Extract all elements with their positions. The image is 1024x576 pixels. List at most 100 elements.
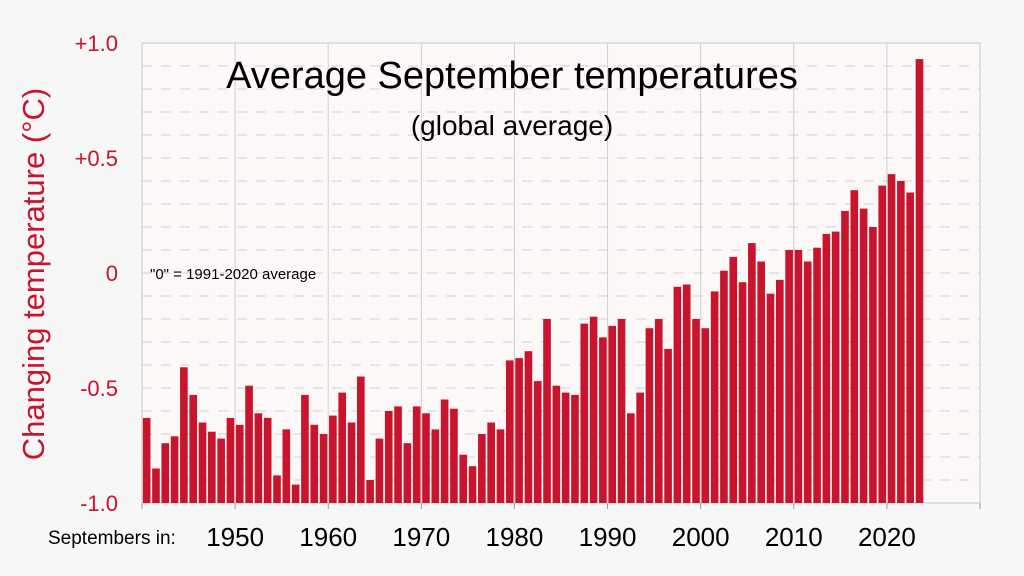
bar-2003 — [729, 256, 738, 503]
bar-1947 — [208, 431, 216, 503]
bar-1955 — [282, 429, 291, 503]
x-tick-label: 2020 — [858, 522, 916, 552]
bar-1999 — [692, 319, 700, 503]
bar-1948 — [217, 438, 225, 503]
bar-1954 — [273, 475, 281, 503]
bar-1961 — [338, 392, 347, 503]
bar-2010 — [794, 250, 803, 503]
bar-1975 — [468, 466, 477, 503]
chart-subtitle: (global average) — [411, 110, 613, 141]
bar-1988 — [589, 316, 598, 503]
bar-2006 — [757, 261, 766, 503]
bar-1953 — [263, 417, 272, 503]
bar-1964 — [366, 480, 374, 503]
baseline-annotation: "0" = 1991-2020 average — [150, 266, 316, 283]
bar-1982 — [533, 381, 542, 503]
bar-1972 — [440, 399, 449, 503]
y-tick-label: +0.5 — [75, 146, 118, 171]
bar-1941 — [152, 468, 160, 503]
bar-2015 — [841, 210, 849, 503]
bar-2018 — [869, 227, 877, 503]
bar-1946 — [198, 422, 207, 503]
bar-1990 — [608, 325, 617, 503]
bar-1944 — [180, 367, 188, 503]
bar-1959 — [319, 434, 328, 503]
x-tick-label: 1960 — [299, 522, 357, 552]
bar-1977 — [487, 422, 495, 503]
x-axis-ticks: 1950 1960 1970 1980 1990 2000 2010 2020 — [141, 503, 981, 552]
bar-1952 — [254, 413, 263, 503]
bar-1980 — [515, 358, 523, 503]
bar-2016 — [850, 190, 859, 503]
x-tick-label: 1980 — [486, 522, 544, 552]
bar-1970 — [422, 413, 430, 503]
bar-1984 — [552, 385, 561, 503]
x-tick-label: 1950 — [206, 522, 264, 552]
bar-1960 — [329, 415, 337, 503]
bar-1992 — [627, 413, 635, 503]
x-tick-label: 2010 — [765, 522, 823, 552]
bar-2000 — [701, 328, 710, 503]
bars — [142, 59, 924, 503]
bar-2020 — [887, 174, 896, 503]
bar-2014 — [831, 231, 840, 503]
bar-2005 — [748, 243, 756, 503]
bar-1994 — [645, 328, 654, 503]
bar-2007 — [766, 293, 775, 503]
bar-1973 — [450, 408, 458, 503]
bar-1967 — [394, 406, 402, 503]
y-axis-label: Changing temperature (°C) — [16, 87, 51, 461]
bar-1976 — [478, 434, 486, 503]
y-tick-label: -0.5 — [80, 376, 118, 401]
bar-2001 — [710, 291, 719, 503]
bar-2013 — [822, 233, 831, 503]
bar-1949 — [226, 417, 235, 503]
bar-1958 — [310, 424, 319, 503]
bar-1986 — [571, 394, 579, 503]
chart-title: Average September temperatures — [226, 55, 798, 97]
bar-1989 — [599, 337, 607, 503]
bar-1974 — [459, 454, 468, 503]
bar-1985 — [561, 392, 570, 503]
bar-1942 — [161, 443, 170, 503]
x-tick-label: 1970 — [392, 522, 450, 552]
bar-2012 — [813, 247, 821, 503]
bar-1966 — [384, 411, 393, 503]
bar-1991 — [617, 319, 626, 503]
bar-1987 — [580, 323, 589, 503]
bar-1963 — [356, 376, 365, 503]
bar-2023 — [915, 59, 924, 503]
x-tick-label: 2000 — [672, 522, 730, 552]
bar-1993 — [636, 392, 644, 503]
x-axis-prefix: Septembers in: — [48, 528, 176, 549]
grid — [142, 43, 980, 503]
bar-1968 — [403, 443, 412, 503]
bar-1969 — [412, 406, 421, 503]
bar-2011 — [803, 261, 812, 503]
bar-1945 — [189, 394, 198, 503]
bar-2009 — [785, 250, 793, 503]
bar-1983 — [543, 319, 551, 503]
bar-1981 — [524, 351, 533, 503]
bar-1943 — [170, 436, 179, 503]
bar-1956 — [291, 484, 300, 503]
bar-2019 — [878, 185, 887, 503]
y-tick-label: -1.0 — [80, 491, 118, 516]
bar-1978 — [496, 429, 505, 503]
bar-1971 — [431, 429, 440, 503]
bar-1950 — [235, 424, 244, 503]
bar-2021 — [897, 181, 905, 503]
bar-2008 — [775, 279, 784, 503]
y-axis-ticks: +1.0 +0.5 0 -0.5 -1.0 — [75, 31, 118, 516]
bar-1940 — [142, 417, 151, 503]
y-tick-label: +1.0 — [75, 31, 118, 56]
bar-1995 — [654, 319, 663, 503]
bar-1962 — [347, 422, 356, 503]
bar-1997 — [673, 286, 682, 503]
bar-2004 — [738, 282, 747, 503]
bar-1965 — [375, 438, 384, 503]
bar-1998 — [682, 284, 691, 503]
bar-1996 — [664, 348, 672, 503]
x-tick-label: 1990 — [579, 522, 637, 552]
